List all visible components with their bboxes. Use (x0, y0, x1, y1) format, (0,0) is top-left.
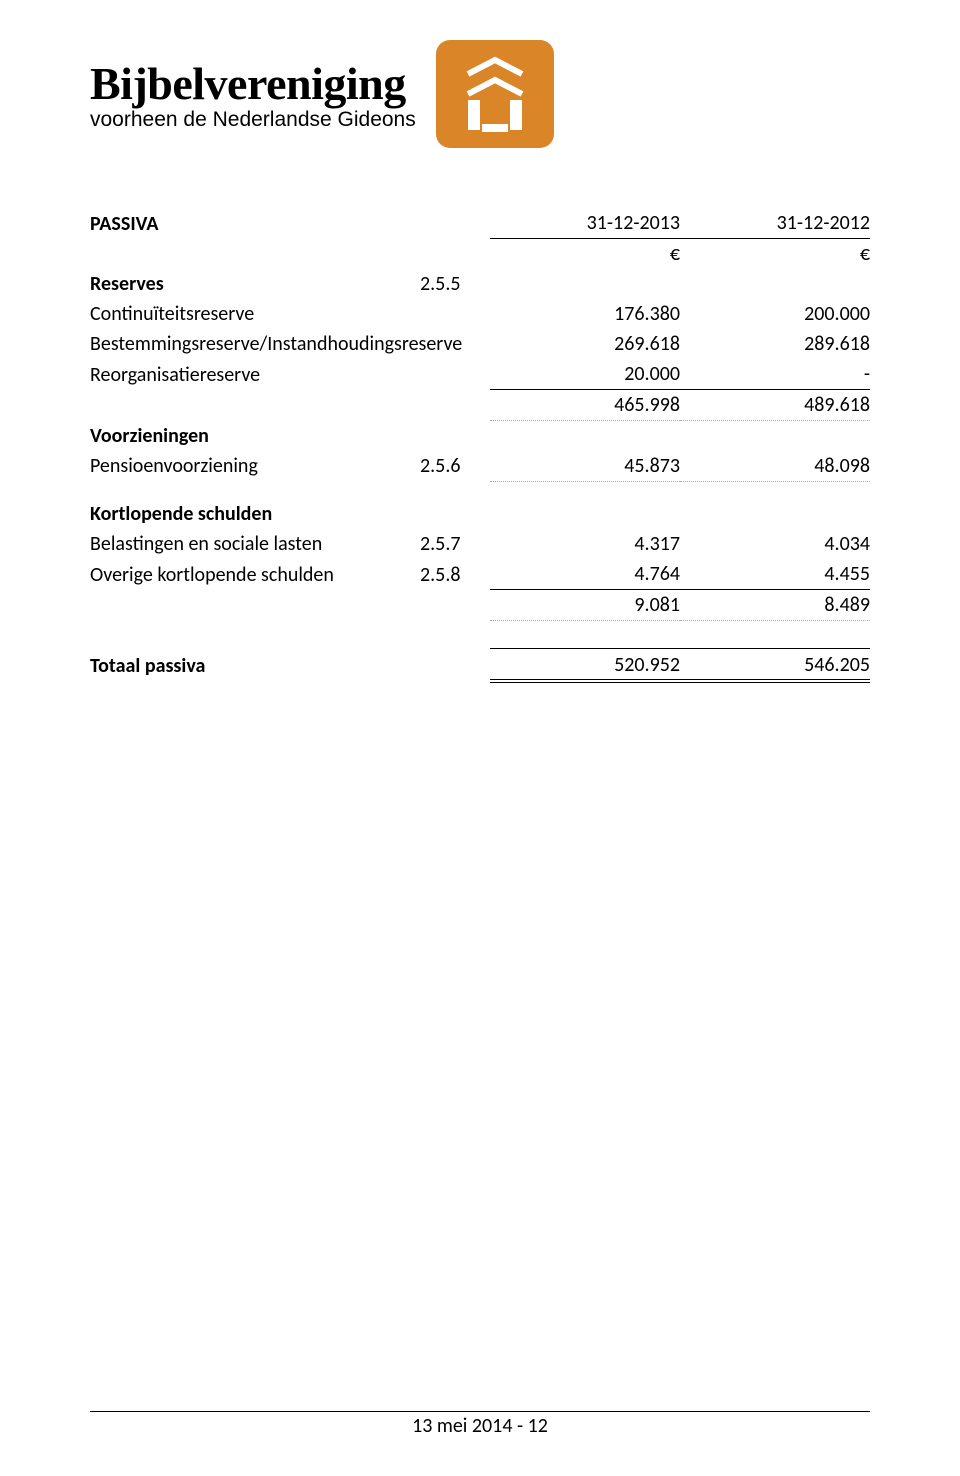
reserves-heading: Reserves (90, 269, 420, 299)
logo-icon (436, 40, 554, 148)
table-row: Overige kortlopende schulden 2.5.8 4.764… (90, 559, 870, 590)
passiva-table: PASSIVA 31-12-2013 31-12-2012 € € Reserv… (90, 208, 870, 683)
totaal-passiva: Totaal passiva 520.952 546.205 (90, 649, 870, 682)
reserves-subtotal: 465.998 489.618 (90, 390, 870, 421)
currency-1: € (490, 239, 680, 270)
col-date-2: 31-12-2012 (680, 208, 870, 239)
footer-text: 13 mei 2014 - 12 (0, 1412, 960, 1438)
col-date-1: 31-12-2013 (490, 208, 680, 239)
currency-2: € (680, 239, 870, 270)
table-row: Continuïteitsreserve 176.380 200.000 (90, 299, 870, 329)
kortlopende-subtotal: 9.081 8.489 (90, 590, 870, 621)
table-row: Belastingen en sociale lasten 2.5.7 4.31… (90, 529, 870, 559)
table-row: Pensioenvoorziening 2.5.6 45.873 48.098 (90, 451, 870, 482)
voorzieningen-heading: Voorzieningen (90, 421, 420, 451)
logo-sub: voorheen de Nederlandse Gideons (90, 108, 416, 132)
table-row: Bestemmingsreserve/Instandhoudingsreserv… (90, 329, 870, 359)
logo-main: Bijbelvereniging (90, 57, 416, 110)
reserves-note: 2.5.5 (420, 269, 490, 299)
logo: Bijbelvereniging voorheen de Nederlandse… (90, 40, 870, 148)
table-title: PASSIVA (90, 208, 420, 239)
footer: 13 mei 2014 - 12 (0, 1411, 960, 1438)
table-row: Reorganisatiereserve 20.000 - (90, 359, 870, 390)
kortlopende-heading: Kortlopende schulden (90, 499, 420, 529)
